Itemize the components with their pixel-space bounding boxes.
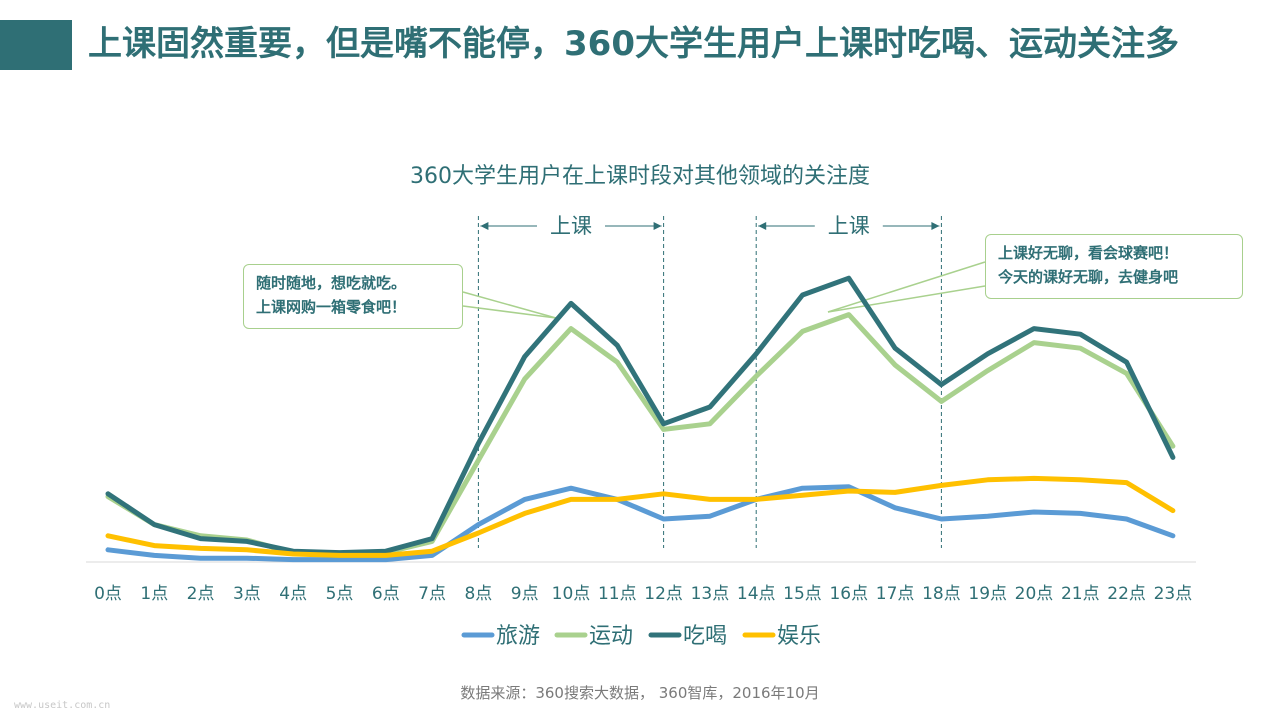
x-tick-label: 6点 xyxy=(372,584,400,604)
callout-sports-pointer-b xyxy=(827,285,986,313)
x-tick-label: 15点 xyxy=(783,584,822,604)
callout-eating-line2: 上课网购一箱零食吧！ xyxy=(256,298,407,316)
x-tick-label: 5点 xyxy=(326,584,354,604)
x-tick-label: 11点 xyxy=(598,584,637,604)
x-tick-label: 17点 xyxy=(876,584,915,604)
x-tick-label: 19点 xyxy=(968,584,1007,604)
x-tick-label: 8点 xyxy=(464,584,492,604)
x-tick-label: 21点 xyxy=(1061,584,1100,604)
callout-sports-line2: 今天的课好无聊，去健身吧 xyxy=(998,268,1179,286)
callout-sports-pointer-a xyxy=(827,261,986,313)
x-tick-label: 9点 xyxy=(511,584,539,604)
x-tick-label: 16点 xyxy=(829,584,868,604)
x-tick-label: 20点 xyxy=(1015,584,1054,604)
title-accent-bar xyxy=(0,20,72,70)
x-tick-label: 22点 xyxy=(1107,584,1146,604)
x-tick-label: 2点 xyxy=(187,584,215,604)
callout-eating-pointer-a xyxy=(462,291,557,319)
data-source: 数据来源：360搜索大数据， 360智库，2016年10月 xyxy=(460,684,820,702)
x-tick-label: 12点 xyxy=(644,584,683,604)
period-label-0: 上课 xyxy=(550,214,592,238)
period-arrowhead-left-0 xyxy=(480,222,489,230)
legend-label-旅游: 旅游 xyxy=(496,624,540,649)
x-tick-label: 4点 xyxy=(279,584,307,604)
page-title: 上课固然重要，但是嘴不能停，360大学生用户上课时吃喝、运动关注多 xyxy=(88,24,1179,64)
period-arrowhead-right-0 xyxy=(653,222,662,230)
series-line-旅游 xyxy=(105,484,1176,563)
callout-sports-line1: 上课好无聊，看会球赛吧！ xyxy=(998,244,1179,262)
x-tick-label: 3点 xyxy=(233,584,261,604)
x-tick-label: 18点 xyxy=(922,584,961,604)
legend-label-吃喝: 吃喝 xyxy=(683,624,727,649)
series-line-运动 xyxy=(105,312,1176,557)
legend-label-运动: 运动 xyxy=(589,624,633,649)
callout-eating-pointer-b xyxy=(462,305,557,319)
x-tick-label: 0点 xyxy=(94,584,122,604)
x-tick-label: 23点 xyxy=(1154,584,1193,604)
period-arrowhead-right-1 xyxy=(931,222,940,230)
chart-title: 360大学生用户在上课时段对其他领域的关注度 xyxy=(410,164,870,189)
period-arrowhead-left-1 xyxy=(758,222,767,230)
x-tick-label: 10点 xyxy=(552,584,591,604)
x-tick-label: 7点 xyxy=(418,584,446,604)
period-label-1: 上课 xyxy=(828,214,870,238)
callout-sports: 上课好无聊，看会球赛吧！ 今天的课好无聊，去健身吧 xyxy=(985,234,1243,299)
x-tick-label: 14点 xyxy=(737,584,776,604)
watermark: www.useit.com.cn xyxy=(14,700,111,711)
series-line-娱乐 xyxy=(105,475,1176,558)
callout-eating: 随时随地，想吃就吃。 上课网购一箱零食吧！ xyxy=(243,264,463,329)
x-tick-label: 13点 xyxy=(691,584,730,604)
legend-label-娱乐: 娱乐 xyxy=(777,624,821,649)
callout-eating-line1: 随时随地，想吃就吃。 xyxy=(256,274,407,292)
x-tick-label: 1点 xyxy=(140,584,168,604)
series-line-吃喝 xyxy=(105,275,1176,556)
